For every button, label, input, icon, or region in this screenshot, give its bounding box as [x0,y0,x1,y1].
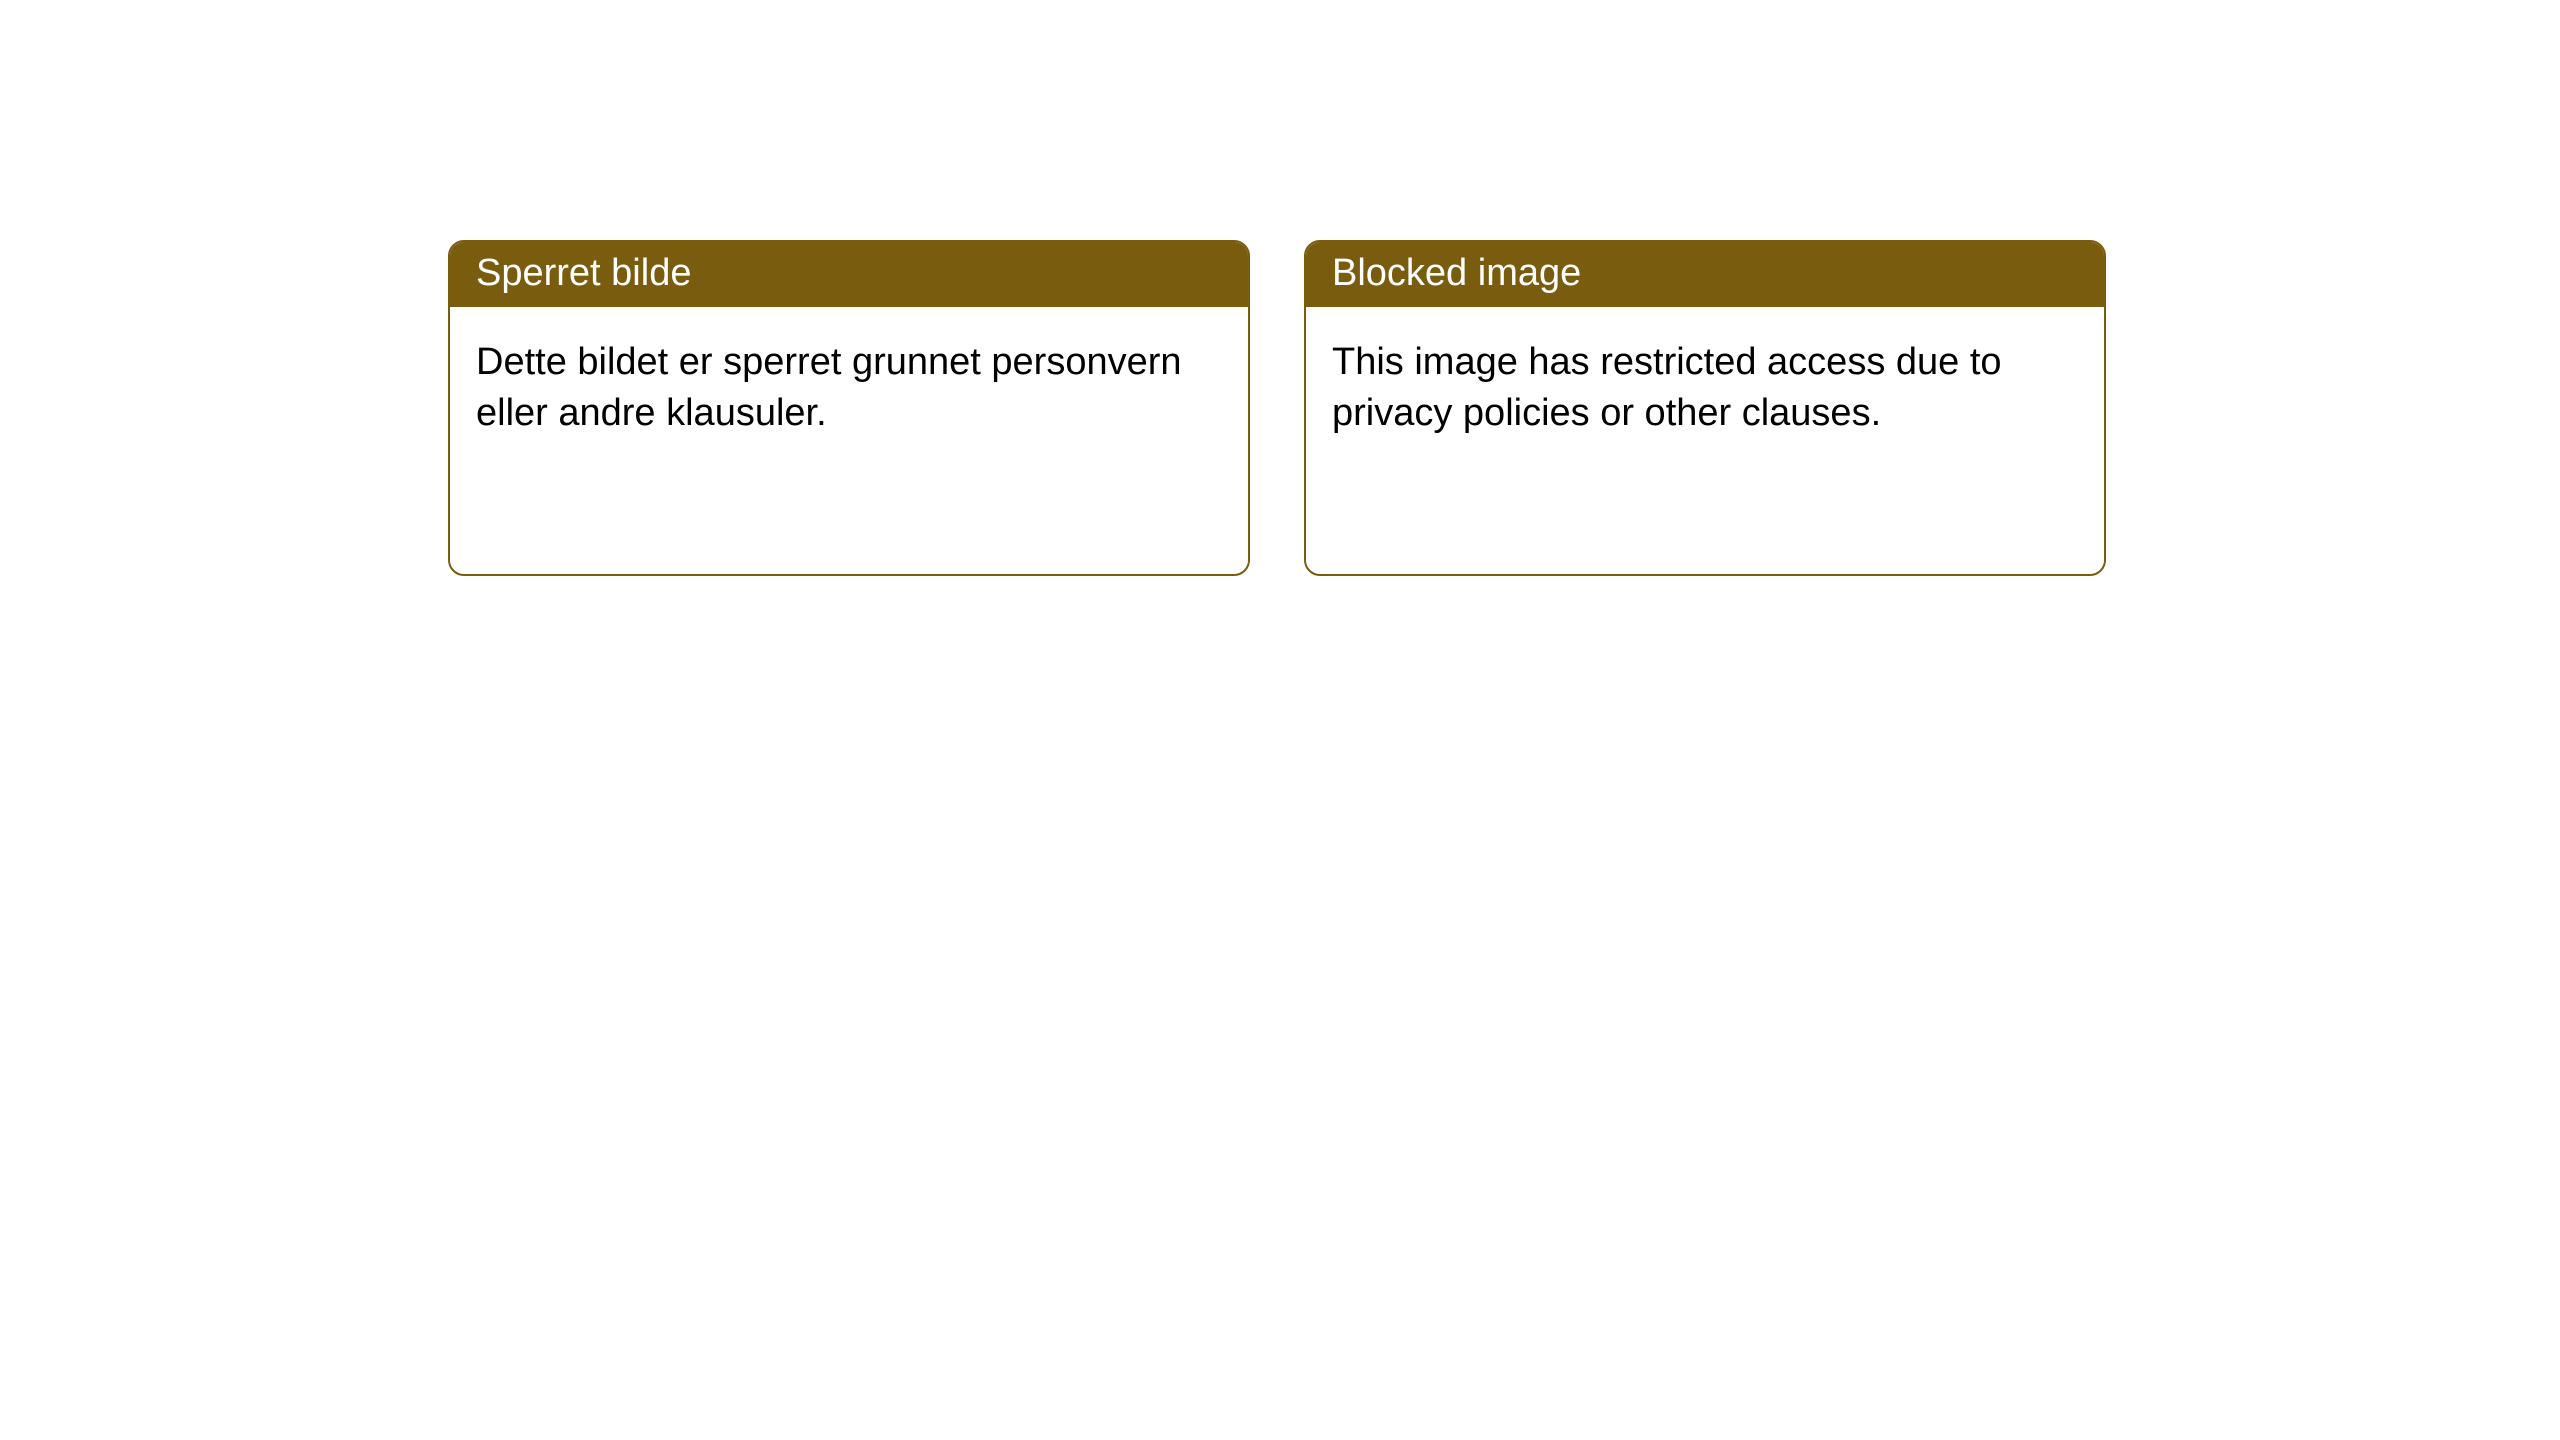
notice-card-english: Blocked image This image has restricted … [1304,240,2106,576]
card-header-norwegian: Sperret bilde [450,242,1248,307]
card-text-norwegian: Dette bildet er sperret grunnet personve… [476,341,1182,434]
notice-cards-container: Sperret bilde Dette bildet er sperret gr… [448,240,2106,576]
card-body-norwegian: Dette bildet er sperret grunnet personve… [450,307,1248,470]
card-header-english: Blocked image [1306,242,2104,307]
card-body-english: This image has restricted access due to … [1306,307,2104,470]
card-title-english: Blocked image [1332,252,1581,294]
notice-card-norwegian: Sperret bilde Dette bildet er sperret gr… [448,240,1250,576]
card-text-english: This image has restricted access due to … [1332,341,2002,434]
card-title-norwegian: Sperret bilde [476,252,691,294]
